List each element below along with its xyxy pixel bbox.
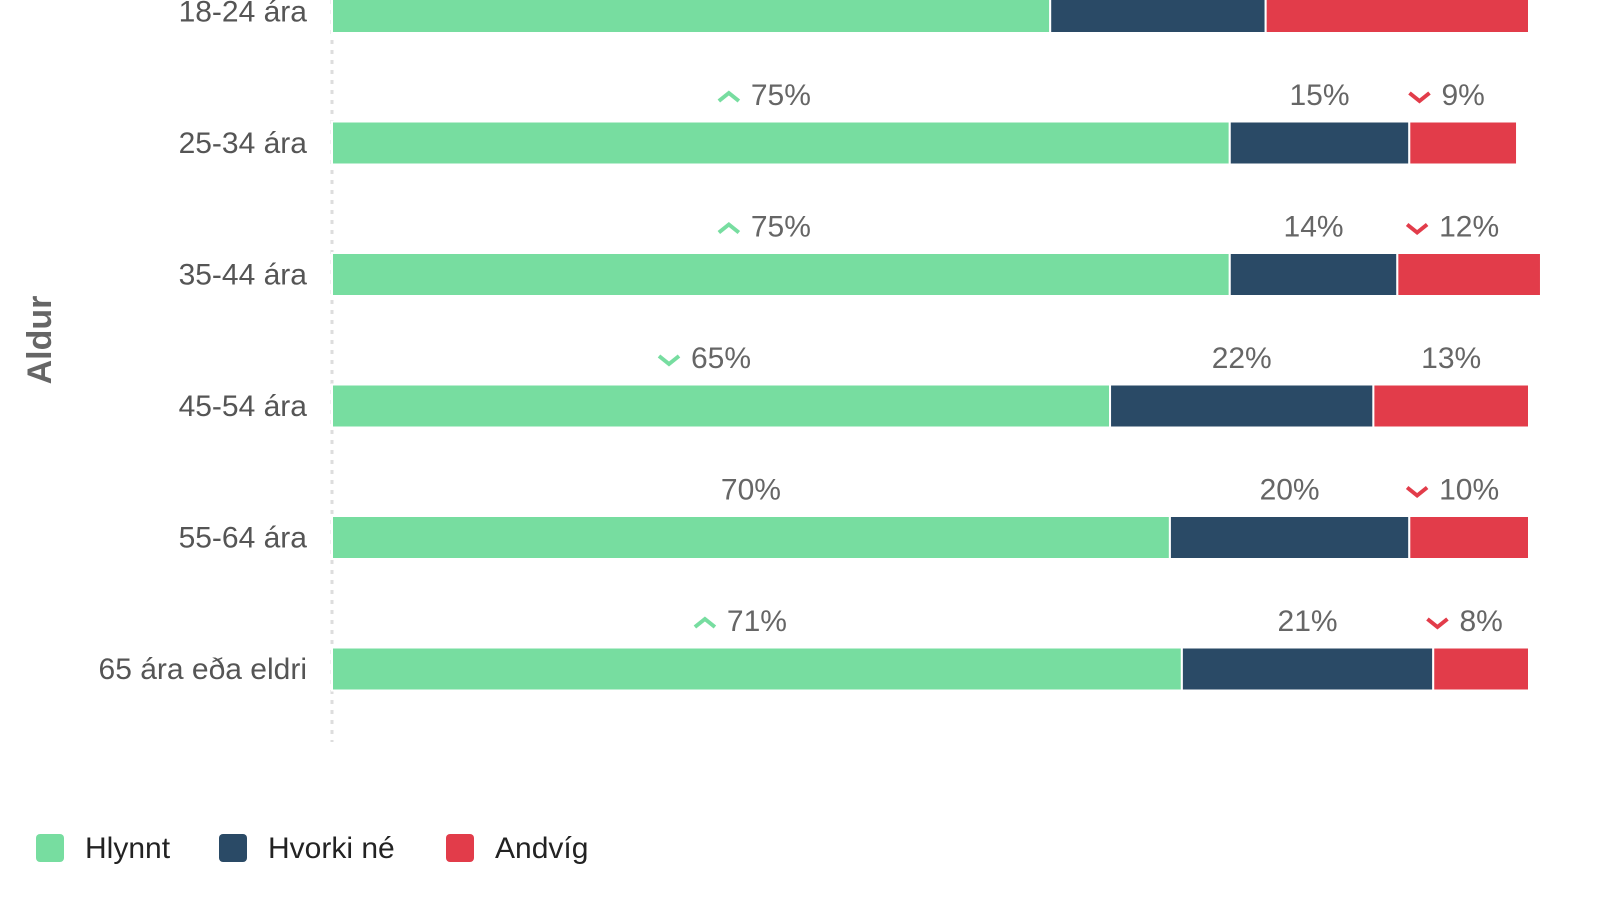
bar-segment [1168, 515, 1411, 560]
data-label: 10% [1439, 473, 1499, 506]
bar-segment [1372, 383, 1531, 429]
legend-swatch[interactable] [219, 834, 247, 862]
data-label: 20% [1260, 473, 1320, 506]
trend-arrow [1426, 617, 1449, 630]
legend-label[interactable]: Hvorki né [268, 832, 395, 865]
trend-arrow [657, 354, 681, 367]
category-label: 55-64 ára [179, 521, 308, 554]
data-label: 22% [1212, 342, 1272, 375]
category-label: 45-54 ára [179, 390, 308, 423]
bar-segment [331, 120, 1231, 166]
bar-segment [1180, 646, 1435, 692]
data-label: 13% [1421, 342, 1481, 375]
bar-segment [1228, 120, 1411, 166]
bar-segment [1109, 383, 1375, 429]
bar-segment [1396, 252, 1542, 297]
data-label: 71% [727, 605, 787, 638]
bar-segment [1408, 515, 1531, 560]
data-label: 12% [1439, 210, 1499, 243]
bar-segment [1408, 120, 1519, 166]
legend-label[interactable]: Andvíg [495, 832, 588, 865]
data-label: 8% [1459, 605, 1502, 638]
trend-arrow [1405, 485, 1429, 499]
data-label: 70% [721, 473, 781, 506]
data-label: 65% [691, 342, 751, 375]
legend-swatch[interactable] [446, 834, 474, 862]
trend-arrow [693, 616, 717, 629]
bar-segment [1264, 0, 1531, 34]
bar-segment [1049, 0, 1267, 34]
bar-segment [1228, 252, 1399, 297]
data-label: 9% [1441, 79, 1484, 112]
trend-arrow [717, 90, 741, 103]
bar-segment [331, 252, 1231, 297]
bar-segment [331, 646, 1183, 692]
category-label: 35-44 ára [179, 258, 308, 291]
data-label: 21% [1278, 605, 1338, 638]
data-label: 14% [1284, 210, 1344, 243]
trend-arrow [1408, 91, 1431, 104]
legend-label[interactable]: Hlynnt [85, 832, 171, 865]
legend-swatch[interactable] [36, 834, 64, 862]
bar-segment [1432, 646, 1530, 692]
trend-arrow [717, 221, 741, 235]
trend-arrow [1405, 222, 1429, 236]
category-label: 65 ára eða eldri [99, 653, 307, 686]
data-label: 75% [751, 210, 811, 243]
bar-segment [331, 383, 1112, 429]
category-label: 18-24 ára [179, 0, 308, 28]
data-label: 75% [751, 79, 811, 112]
bar-segment [331, 0, 1052, 34]
y-axis-title: Aldur [21, 296, 59, 385]
category-label: 25-34 ára [179, 127, 308, 160]
bar-segment [331, 515, 1171, 560]
data-label: 15% [1290, 79, 1350, 112]
